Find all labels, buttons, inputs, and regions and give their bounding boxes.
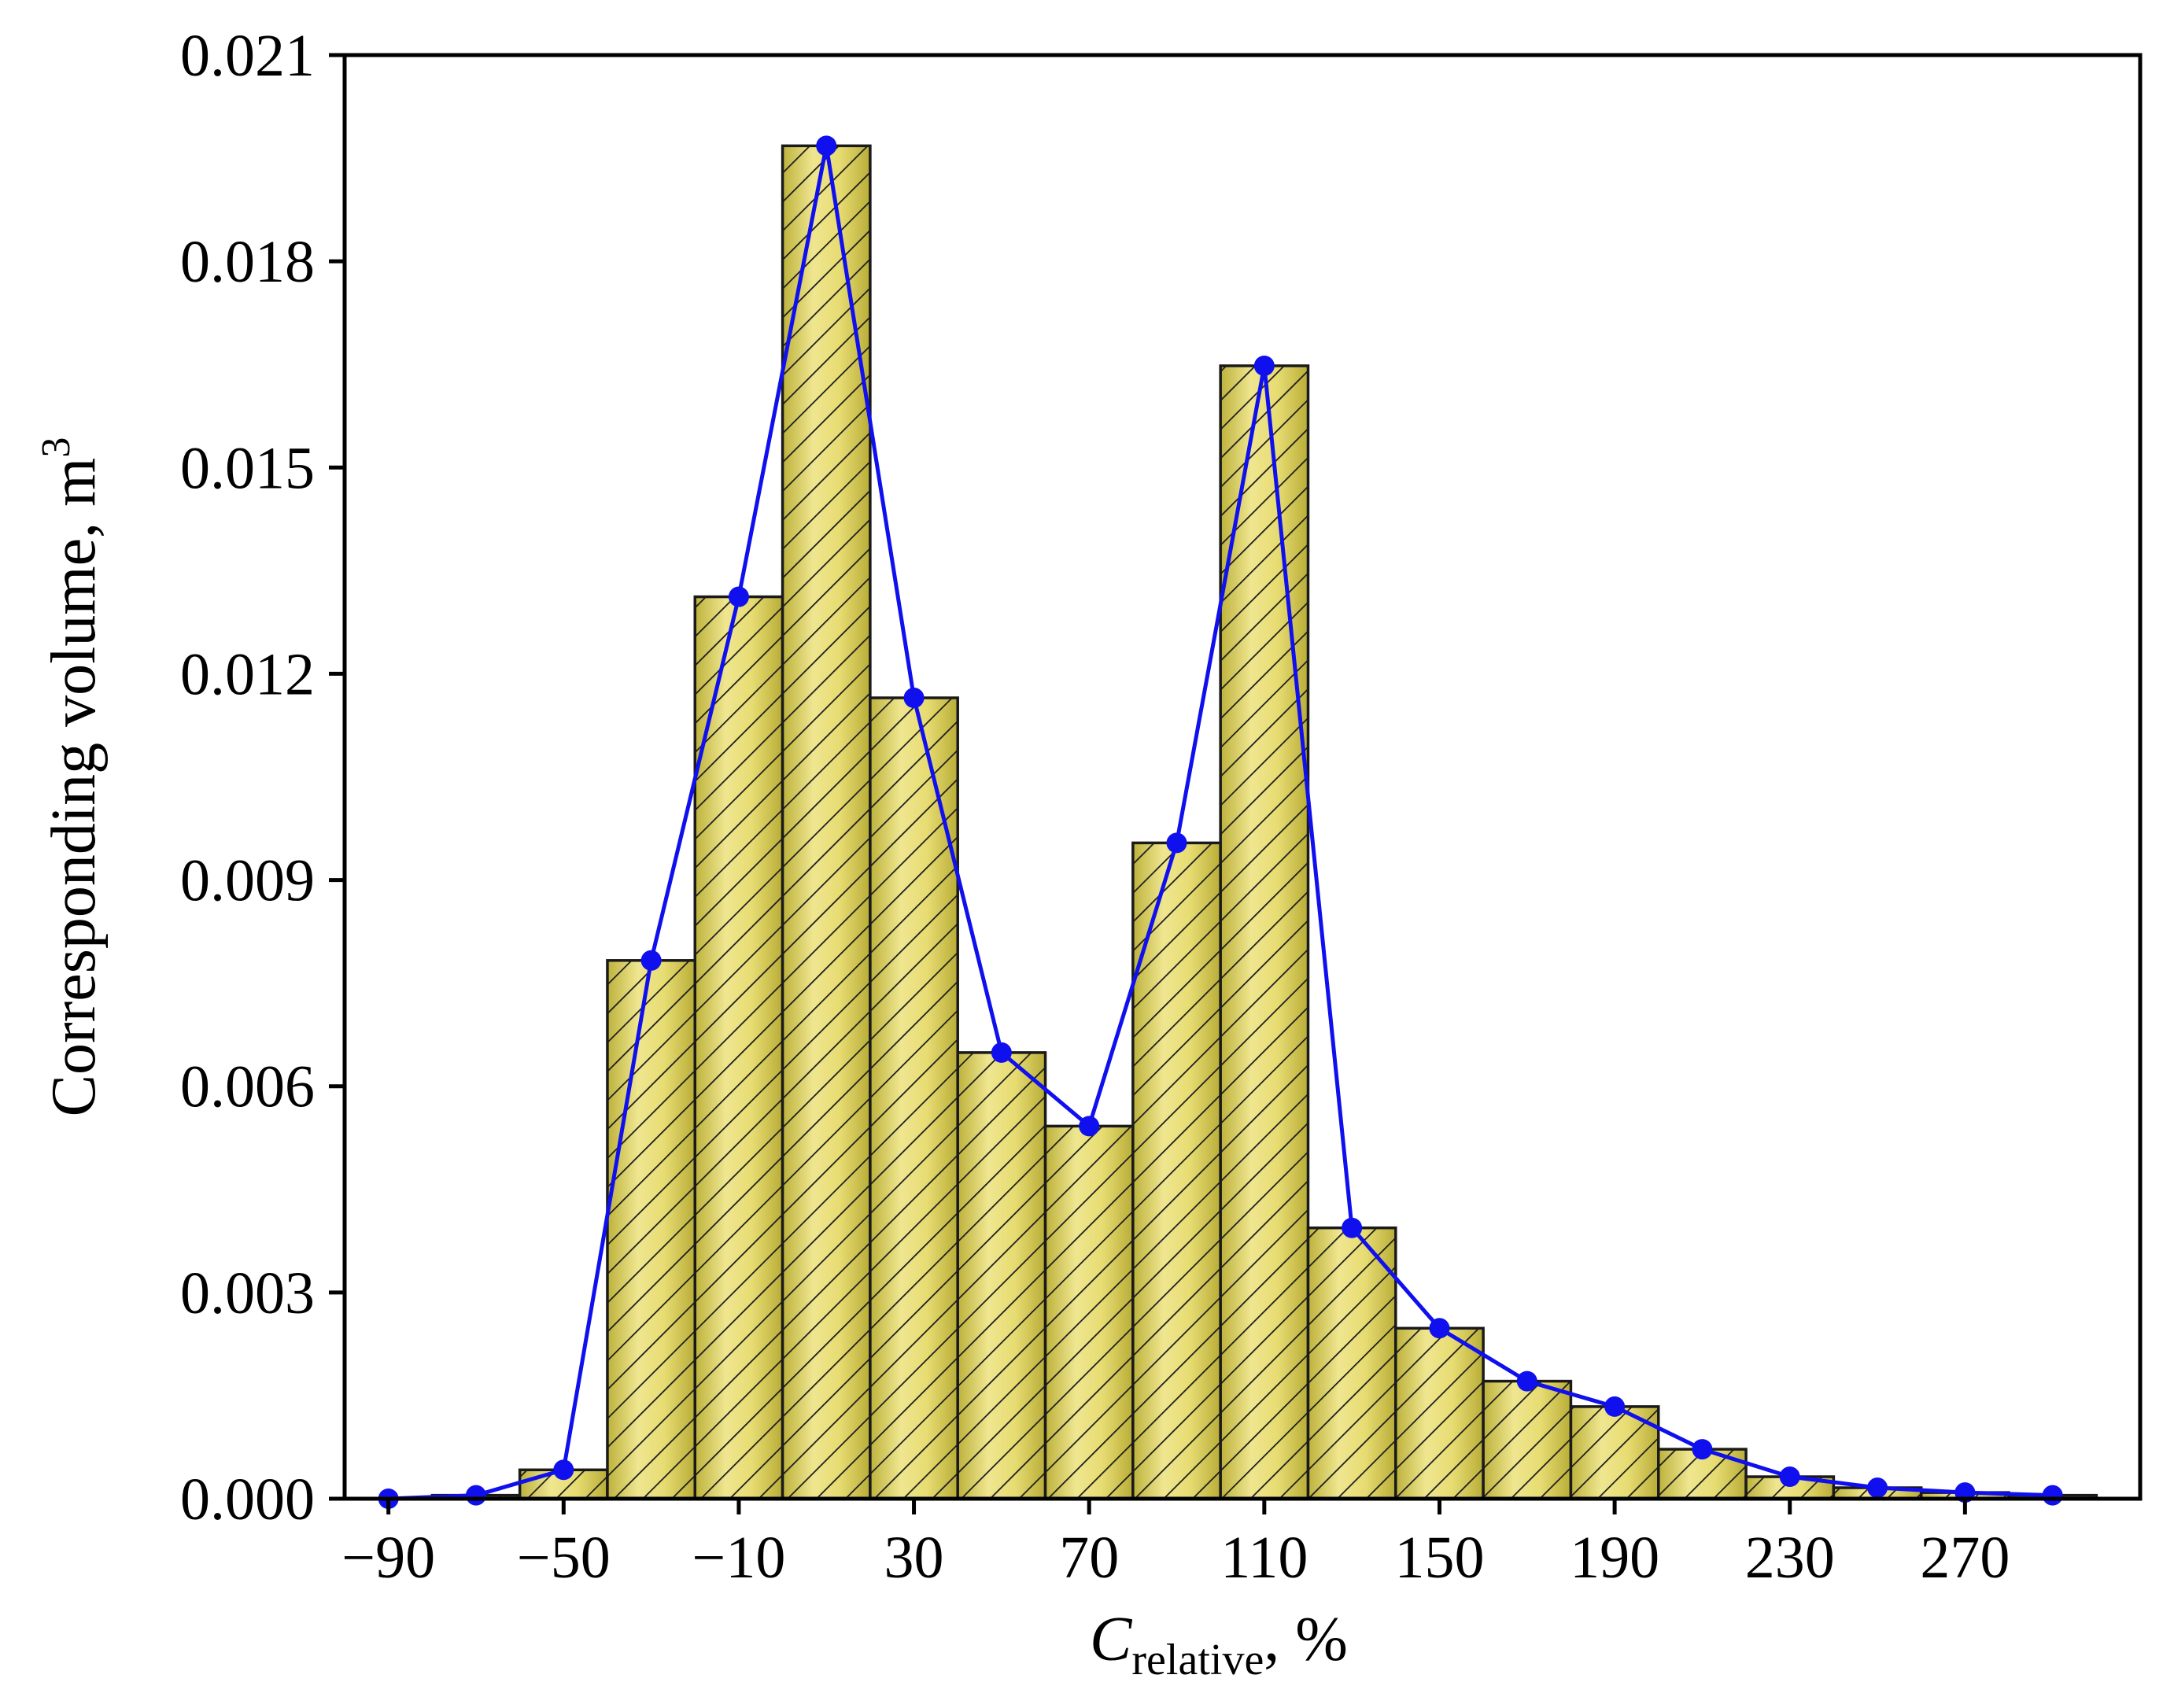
y-tick-label: 0.012 xyxy=(180,641,315,707)
y-tick-label: 0.021 xyxy=(180,23,315,89)
data-point xyxy=(640,950,662,971)
data-point xyxy=(1253,355,1275,376)
ticks-layer: −90 −50 −10 30 70 110 150 190 230 270 0.000 0.003 0.… xyxy=(180,23,2010,1591)
x-tick-label: −90 xyxy=(341,1525,435,1591)
x-axis-title-main: C xyxy=(1090,1605,1133,1674)
data-point xyxy=(2042,1485,2063,1506)
bar-outline xyxy=(606,959,697,1500)
y-tick-label: 0.009 xyxy=(180,848,315,914)
data-point xyxy=(816,135,837,157)
bar xyxy=(869,696,959,1500)
y-tick-label: 0.003 xyxy=(180,1260,315,1326)
bar-outline xyxy=(1043,1124,1135,1500)
x-tick-label: 270 xyxy=(1920,1525,2010,1591)
data-point xyxy=(728,586,749,607)
y-tick-label: 0.000 xyxy=(180,1466,315,1533)
y-tick-label: 0.015 xyxy=(180,435,315,501)
data-point xyxy=(1429,1318,1450,1339)
y-axis-title-superscript: 3 xyxy=(34,437,79,458)
bar xyxy=(781,144,872,1500)
bar xyxy=(1219,364,1310,1500)
y-tick-label: 0.006 xyxy=(180,1054,315,1120)
data-point xyxy=(903,688,925,709)
x-tick-label: 150 xyxy=(1394,1525,1484,1591)
x-tick-label: 190 xyxy=(1570,1525,1659,1591)
data-point xyxy=(1516,1370,1537,1392)
bars-layer xyxy=(430,144,2098,1500)
y-axis-title-main: Corresponding volume, m xyxy=(39,458,109,1117)
bar-outline xyxy=(1482,1379,1573,1500)
data-point xyxy=(1867,1477,1888,1499)
bar-outline xyxy=(1394,1326,1485,1500)
bar xyxy=(1482,1379,1573,1500)
x-tick-label: −50 xyxy=(517,1525,611,1591)
bar xyxy=(1043,1124,1135,1500)
x-axis-title-suffix: , % xyxy=(1264,1605,1348,1674)
bar-outline xyxy=(1219,364,1310,1500)
data-point xyxy=(1604,1396,1626,1417)
y-axis-title: Corresponding volume, m3 xyxy=(34,437,109,1117)
data-point xyxy=(1779,1466,1800,1488)
data-point xyxy=(1342,1217,1363,1238)
bar xyxy=(1306,1226,1397,1500)
data-point xyxy=(465,1485,486,1506)
plot-frame xyxy=(342,53,2143,1501)
x-tick-label: 230 xyxy=(1745,1525,1835,1591)
series-line-layer xyxy=(378,135,2063,1509)
bar xyxy=(1394,1326,1485,1500)
x-axis-title: Crelative, % xyxy=(1090,1605,1348,1684)
data-point xyxy=(991,1042,1012,1063)
x-axis-title-subscript: relative xyxy=(1131,1636,1264,1684)
y-tick-label: 0.018 xyxy=(180,229,315,295)
bar xyxy=(606,959,697,1500)
bar-outline xyxy=(956,1051,1047,1500)
data-point xyxy=(1166,832,1187,854)
series-line xyxy=(388,145,2053,1501)
bar xyxy=(693,595,784,1500)
x-tick-label: 30 xyxy=(884,1525,944,1591)
x-tick-label: 70 xyxy=(1059,1525,1119,1591)
data-point xyxy=(1079,1116,1100,1137)
x-tick-label: 110 xyxy=(1220,1525,1308,1591)
x-tick-label: −10 xyxy=(692,1525,785,1591)
bar-outline xyxy=(693,595,784,1500)
data-point xyxy=(553,1459,574,1481)
data-point xyxy=(1692,1439,1713,1460)
bar-outline xyxy=(1306,1226,1397,1500)
bar-outline xyxy=(781,144,872,1500)
bar xyxy=(956,1051,1047,1500)
